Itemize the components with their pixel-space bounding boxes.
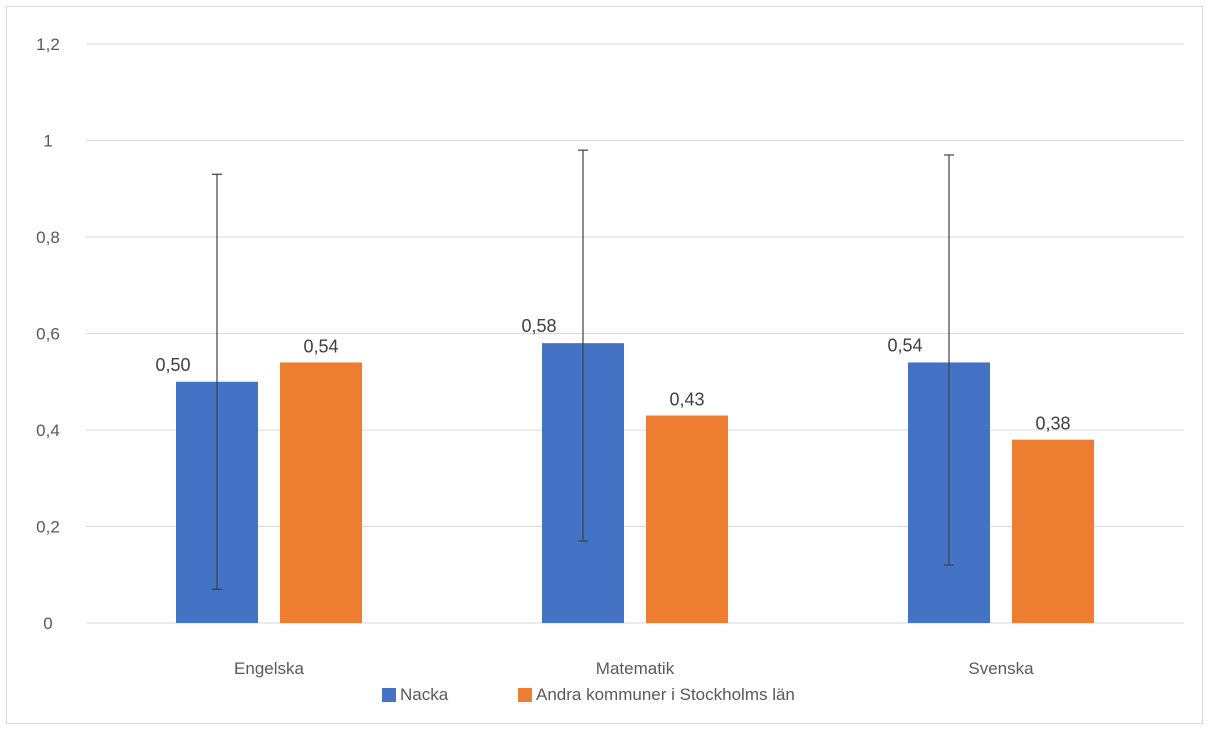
error-bars [212, 149, 954, 590]
chart-frame [6, 6, 1203, 724]
y-axis-ticks: 0 0,2 0,4 0,6 0,8 1 1,2 [36, 35, 60, 633]
data-label-0-2: 0,54 [887, 335, 922, 355]
x-axis-labels: Engelska Matematik Svenska [234, 659, 1034, 678]
legend-swatch-1 [518, 688, 532, 702]
y-tick-label-6: 1,2 [36, 35, 60, 54]
data-label-0-0: 0,50 [155, 355, 190, 375]
legend-swatch-0 [382, 688, 396, 702]
data-label-1-1: 0,43 [669, 390, 704, 410]
bars [176, 343, 1094, 623]
bar-andra-0 [280, 362, 362, 623]
x-tick-label-1: Matematik [596, 659, 675, 678]
y-tick-label-5: 1 [43, 132, 52, 151]
bar-andra-2 [1012, 439, 1094, 623]
x-tick-label-0: Engelska [234, 659, 304, 678]
y-tick-label-0: 0 [43, 614, 52, 633]
y-tick-label-2: 0,4 [36, 421, 60, 440]
y-tick-label-4: 0,8 [36, 228, 60, 247]
bar-andra-1 [646, 415, 728, 623]
data-label-0-1: 0,58 [521, 316, 556, 336]
data-labels: 0,50 0,54 0,58 0,43 0,54 0,38 [155, 316, 1070, 434]
legend: Nacka Andra kommuner i Stockholms län [382, 685, 795, 704]
data-label-1-2: 0,38 [1035, 414, 1070, 434]
y-tick-label-1: 0,2 [36, 518, 60, 537]
legend-label-1: Andra kommuner i Stockholms län [536, 685, 795, 704]
y-tick-label-3: 0,6 [36, 325, 60, 344]
data-label-1-0: 0,54 [303, 336, 338, 356]
x-tick-label-2: Svenska [968, 659, 1034, 678]
gridlines [86, 43, 1184, 624]
legend-label-0: Nacka [400, 685, 449, 704]
